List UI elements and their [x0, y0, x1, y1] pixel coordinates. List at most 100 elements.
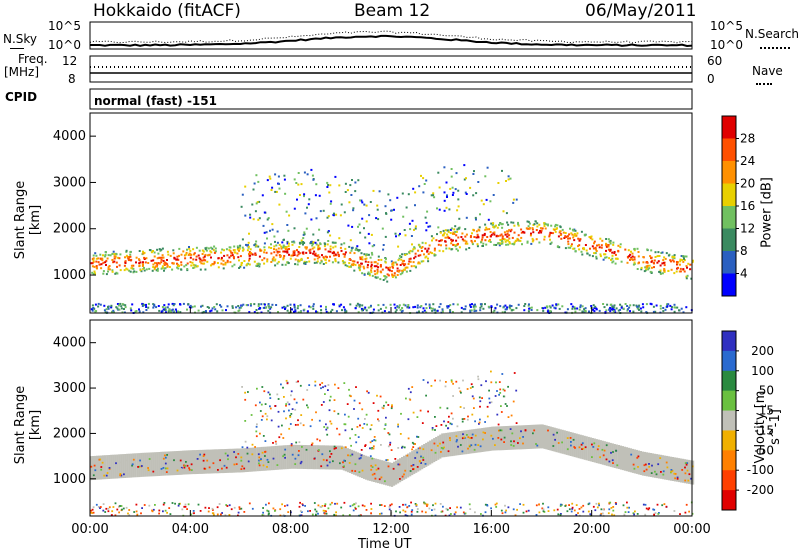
velocity-data-point: [340, 506, 343, 509]
velocity-data-point: [390, 407, 393, 410]
power-data-point: [249, 303, 252, 305]
velocity-data-point: [496, 390, 498, 392]
velocity-data-point: [247, 391, 249, 393]
velocity-data-point: [522, 442, 524, 445]
power-data-point: [111, 259, 114, 261]
velocity-data-point: [601, 448, 604, 451]
velocity-ground-scatter: [286, 445, 289, 470]
velocity-ground-scatter: [238, 448, 241, 473]
power-data-point: [302, 241, 305, 243]
velocity-data-point: [343, 423, 346, 426]
velocity-data-point: [354, 506, 357, 509]
power-data-point: [469, 303, 472, 306]
power-data-point: [367, 261, 370, 264]
velocity-data-point: [278, 436, 281, 439]
velocity-data-point: [383, 428, 386, 430]
velocity-data-point: [473, 448, 476, 451]
power-data-point: [187, 254, 190, 256]
power-data-point: [520, 236, 523, 239]
velocity-ground-scatter: [364, 455, 368, 480]
power-data-point: [448, 237, 451, 240]
power-data-point: [294, 310, 297, 313]
velocity-data-point: [439, 406, 442, 409]
velocity-data-point: [400, 412, 402, 415]
power-data-point: [241, 238, 244, 241]
power-data-point: [406, 306, 409, 308]
power-data-point: [145, 309, 148, 311]
power-data-point: [670, 268, 673, 271]
power-data-point: [397, 259, 400, 262]
power-data-point: [371, 274, 374, 277]
velocity-data-point: [329, 395, 332, 398]
power-data-point: [506, 306, 509, 309]
velocity-data-point: [282, 437, 285, 439]
power-data-point: [673, 310, 676, 313]
power-data-point: [631, 258, 634, 261]
power-data-point: [357, 225, 359, 228]
power-data-point: [158, 256, 161, 259]
velocity-data-point: [343, 382, 346, 384]
power-data-point: [542, 309, 545, 312]
velocity-data-point: [185, 461, 187, 463]
velocity-data-point: [679, 513, 681, 515]
velocity-data-point: [547, 510, 550, 512]
velocity-data-point: [99, 507, 101, 509]
power-data-point: [254, 253, 257, 256]
power-data-point: [301, 251, 304, 254]
power-data-point: [107, 266, 110, 269]
power-data-point: [305, 227, 308, 230]
velocity-ground-scatter: [288, 444, 291, 469]
power-data-point: [376, 208, 379, 211]
power-data-point: [617, 309, 620, 312]
velocity-data-point: [322, 509, 325, 512]
power-data-point: [360, 262, 363, 265]
power-data-point: [143, 251, 146, 254]
power-data-point: [123, 308, 125, 310]
power-data-point: [595, 257, 598, 260]
velocity-data-point: [471, 395, 474, 398]
power-data-point: [349, 251, 352, 254]
velocity-data-point: [486, 504, 489, 507]
velocity-data-point: [564, 436, 567, 438]
power-data-point: [396, 305, 399, 308]
velocity-colorbar-tick-label: -15: [754, 423, 774, 437]
power-data-point: [365, 204, 368, 207]
power-data-point: [287, 245, 290, 248]
power-data-point: [354, 307, 357, 310]
power-data-point: [363, 203, 366, 206]
velocity-data-point: [532, 432, 534, 435]
power-data-point: [372, 311, 375, 314]
power-colorbar-segment: [722, 138, 736, 162]
velocity-data-point: [333, 513, 336, 516]
velocity-data-point: [299, 501, 301, 504]
power-data-point: [379, 307, 382, 310]
power-data-point: [580, 250, 583, 253]
velocity-data-point: [294, 424, 297, 426]
power-data-point: [654, 310, 657, 313]
power-data-point: [391, 273, 394, 276]
power-data-point: [549, 242, 552, 245]
velocity-ground-scatter: [198, 449, 201, 474]
power-data-point: [464, 191, 467, 194]
velocity-data-point: [416, 508, 419, 510]
velocity-data-point: [596, 448, 599, 451]
power-data-point: [158, 248, 161, 251]
power-data-point: [163, 267, 166, 270]
velocity-data-point: [600, 512, 603, 515]
velocity-data-point: [165, 471, 168, 473]
velocity-data-point: [95, 503, 98, 506]
velocity-data-point: [238, 506, 241, 509]
velocity-data-point: [435, 425, 438, 427]
power-data-point: [650, 272, 653, 274]
power-data-point: [213, 261, 216, 264]
velocity-ground-scatter: [330, 445, 333, 470]
power-data-point: [376, 272, 379, 275]
velocity-data-point: [571, 502, 574, 505]
velocity-data-point: [269, 405, 271, 408]
velocity-data-point: [615, 449, 617, 452]
velocity-data-point: [124, 459, 127, 462]
power-data-point: [662, 307, 665, 309]
velocity-ground-scatter: [627, 447, 630, 472]
velocity-data-point: [371, 473, 374, 476]
power-data-point: [360, 252, 363, 255]
